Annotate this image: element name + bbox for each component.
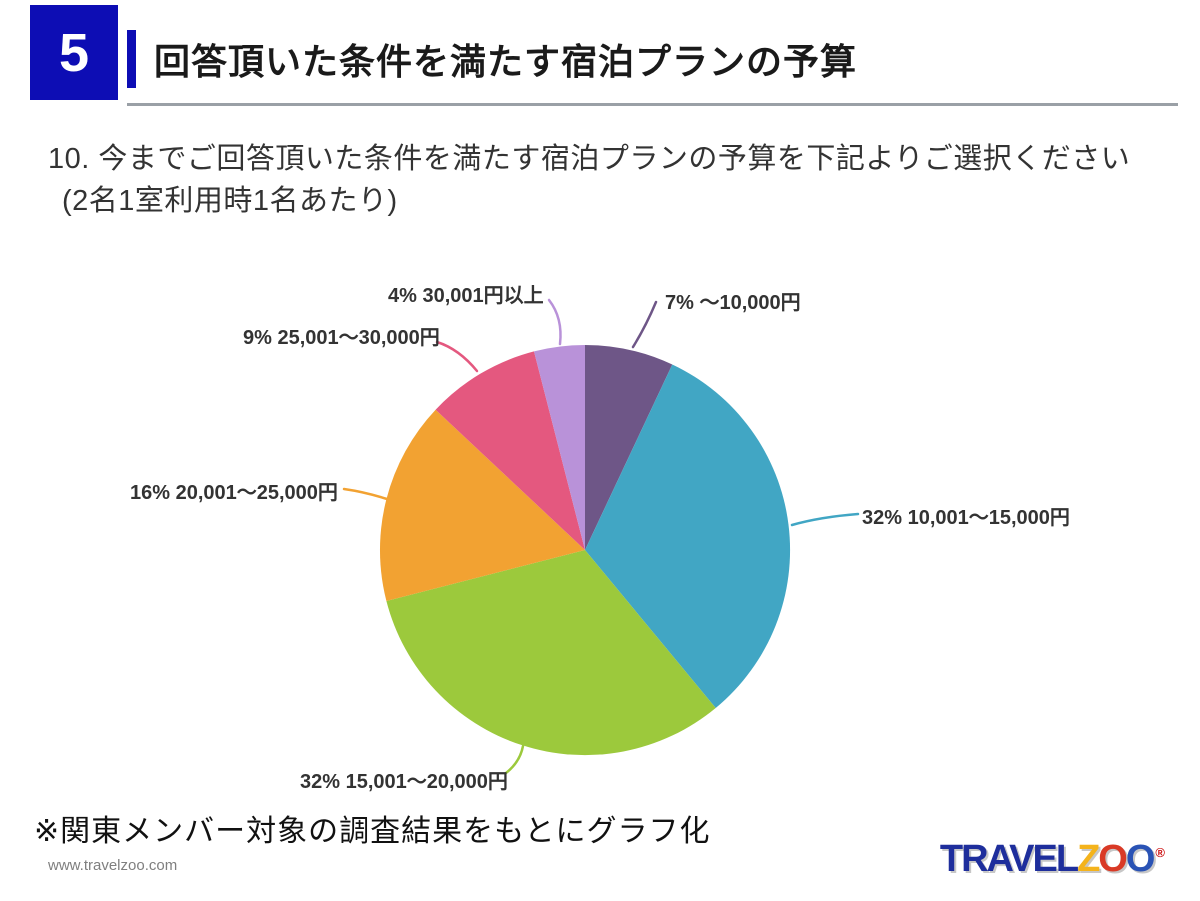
pie-label-3: 16% 20,001～25,000円	[130, 482, 338, 504]
page-number-box: 5	[30, 5, 118, 100]
logo-letter-group-1: Z	[1077, 838, 1100, 880]
question-line2: (2名1室利用時1名あたり)	[62, 185, 398, 218]
logo-letter-group-0: TRAVEL	[939, 838, 1079, 880]
pie-leader-4	[435, 340, 479, 373]
registered-mark: ®	[1155, 845, 1165, 861]
travelzoo-logo: TRAVELZOO ®	[940, 838, 1165, 881]
pie-slice-4	[435, 351, 585, 550]
logo-letter-group-3: O	[1125, 838, 1156, 880]
pie-slice-1	[585, 364, 791, 708]
pie-label-2: 32% 15,001～20,000円	[300, 771, 508, 793]
pie-slice-5	[534, 344, 585, 550]
pie-slice-2	[386, 550, 716, 756]
question-line1: 10. 今までご回答頂いた条件を満たす宿泊プランの予算を下記よりご選択ください	[48, 143, 1131, 175]
question-text: 10. 今までご回答頂いた条件を満たす宿泊プランの予算を下記よりご選択ください …	[48, 138, 1130, 222]
pie-label-0: 7% ～10,000円	[665, 292, 801, 314]
logo-letter-group-2: O	[1098, 838, 1128, 880]
pie-label-4: 9% 25,001～30,000円	[243, 327, 440, 349]
pie-leader-2	[504, 744, 525, 775]
logo-text: TRAVELZOO	[939, 838, 1156, 880]
pie-leader-3	[342, 487, 389, 501]
pie-leader-0	[631, 300, 658, 349]
pie-label-1: 32% 10,001～15,000円	[862, 507, 1070, 529]
pie-leader-1	[790, 512, 860, 527]
footnote: ※関東メンバー対象の調査結果をもとにグラフ化	[34, 815, 711, 848]
pie-slice-0	[585, 345, 673, 550]
page-number: 5	[58, 22, 90, 83]
website-url: www.travelzoo.com	[48, 857, 178, 874]
title-divider	[127, 103, 1178, 106]
pie-label-5: 4% 30,001円以上	[388, 285, 544, 307]
slide-title: 回答頂いた条件を満たす宿泊プランの予算	[154, 41, 858, 82]
title-accent-bar	[127, 30, 136, 88]
title-block: 回答頂いた条件を満たす宿泊プランの予算	[127, 28, 857, 90]
pie-leader-5	[547, 298, 562, 346]
pie-slice-3	[379, 409, 585, 601]
